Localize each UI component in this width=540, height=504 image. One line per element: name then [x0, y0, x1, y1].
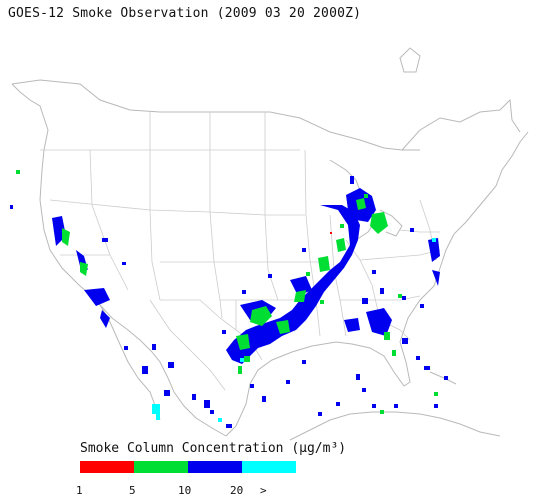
legend-tick: 5: [129, 484, 136, 497]
smoke-green: [16, 170, 438, 414]
legend-swatch-1-5: [80, 461, 134, 473]
legend-tick: >: [260, 484, 267, 497]
coastline: [11, 47, 529, 441]
legend-colorbar: [80, 461, 296, 473]
legend-tick: 20: [230, 484, 244, 497]
legend-label: Smoke Column Concentration (µg/m³): [80, 441, 347, 456]
legend-tick: 10: [178, 484, 192, 497]
smoke-blue: [10, 176, 448, 428]
legend-tick: 1: [76, 484, 83, 497]
page-title: GOES-12 Smoke Observation (2009 03 20 20…: [8, 6, 362, 21]
legend-swatch-5-10: [134, 461, 188, 473]
legend-swatch-20-plus: [242, 461, 296, 473]
smoke-red: [330, 232, 332, 234]
smoke-cyan: [152, 238, 436, 422]
legend-swatch-10-20: [188, 461, 242, 473]
